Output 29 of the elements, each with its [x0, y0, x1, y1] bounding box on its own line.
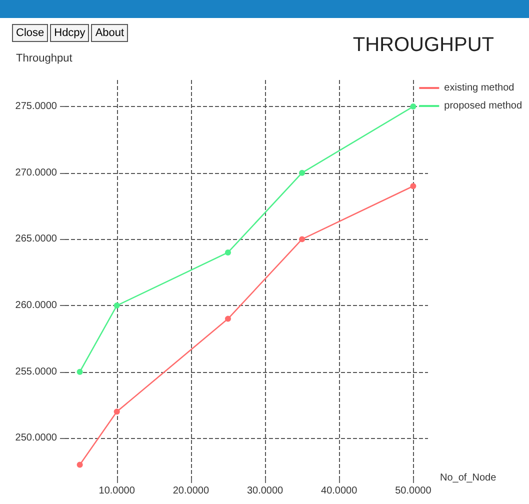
chart-title: THROUGHPUT: [352, 34, 494, 56]
legend-label: proposed method: [444, 100, 522, 112]
x-tick-label: 30.0000: [246, 486, 284, 496]
y-axis-title: Throughput: [16, 52, 72, 64]
point: [299, 236, 306, 242]
point: [224, 316, 231, 322]
point: [114, 302, 120, 309]
x-tick-label: 20.0000: [172, 486, 210, 496]
point: [76, 368, 83, 375]
point: [224, 249, 231, 256]
text: Hdcpy: [50, 24, 90, 42]
y-tick-label: 260.0000: [15, 300, 58, 312]
legend-label: existing method: [444, 82, 514, 94]
y-tick-label: 270.0000: [15, 167, 58, 178]
y-tick-label: 275.0000: [15, 101, 58, 112]
text: About: [91, 24, 128, 42]
x-axis-title: No_of_Node: [440, 472, 497, 484]
y-tick-label: 250.0000: [15, 432, 58, 444]
x-tick-label: 40.0000: [321, 486, 358, 496]
y-tick-label: 255.0000: [15, 366, 58, 378]
point: [299, 170, 306, 176]
y-tick-label: 265.0000: [15, 234, 58, 245]
point: [114, 408, 120, 415]
point: [76, 462, 83, 468]
x-tick-label: 10.0000: [98, 486, 136, 496]
text: Close: [12, 24, 48, 42]
point: [410, 104, 416, 110]
x-tick-label: 50.0000: [395, 486, 432, 496]
point: [410, 183, 416, 190]
